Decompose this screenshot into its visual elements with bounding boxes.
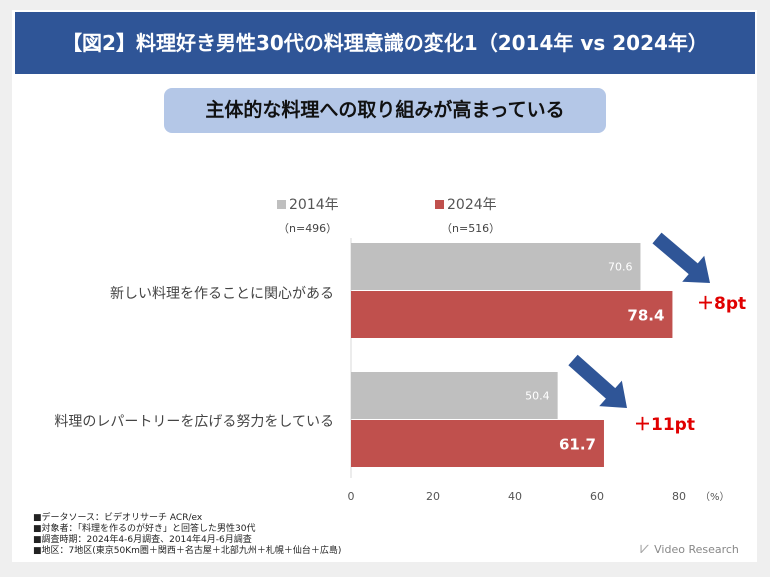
logo: ⩗ Video Research <box>640 538 739 558</box>
data-label: 78.4 <box>627 307 664 325</box>
legend-swatch <box>435 200 444 209</box>
n-2014: （n=496） <box>278 222 338 235</box>
bar <box>351 243 641 290</box>
x-tick-label: 20 <box>426 490 440 503</box>
footnote: ■対象者：「料理を作るのが好き」と回答した男性30代 <box>33 524 256 534</box>
legend-2014: 2014年 <box>277 194 339 214</box>
legend-swatch <box>277 200 286 209</box>
up-arrow-icon <box>568 354 627 408</box>
gain-annotation: ＋8pt <box>697 294 747 314</box>
n-2024: （n=516） <box>441 222 501 235</box>
legend-label: 2024年 <box>447 197 497 213</box>
x-tick-label: 0 <box>348 490 355 503</box>
up-arrow-icon <box>652 232 710 283</box>
logo-mark: ⩗ <box>640 538 655 557</box>
subtitle: 主体的な料理への取り組みが高まっている <box>164 88 606 133</box>
data-label: 50.4 <box>525 390 550 403</box>
x-tick-label: 60 <box>590 490 604 503</box>
category-label: 新しい料理を作ることに関心がある <box>110 286 334 302</box>
logo-text: Video Research <box>654 543 739 556</box>
category-label: 料理のレパートリーを広げる努力をしている <box>54 414 334 430</box>
data-label: 61.7 <box>559 436 596 454</box>
bar <box>351 420 604 467</box>
gain-annotation: ＋11pt <box>634 415 695 435</box>
x-tick-label: 80 <box>672 490 686 503</box>
data-label: 70.6 <box>608 261 633 274</box>
page-title: 【図2】料理好き男性30代の料理意識の変化1（2014年 vs 2024年） <box>15 12 755 74</box>
legend-label: 2014年 <box>289 197 339 213</box>
x-tick-label: 40 <box>508 490 522 503</box>
bar <box>351 291 673 338</box>
footnote: ■調査時期：2024年4-6月調査、2014年4月-6月調査 <box>33 535 252 545</box>
legend-2024: 2024年 <box>435 194 497 214</box>
x-unit-label: （%） <box>700 491 730 503</box>
bar <box>351 372 558 419</box>
footnote: ■データソース：ビデオリサーチ ACR/ex <box>33 513 203 523</box>
footnote: ■地区：7地区(東京50Km圏＋関西＋名古屋＋北部九州＋札幌＋仙台＋広島) <box>33 546 342 556</box>
